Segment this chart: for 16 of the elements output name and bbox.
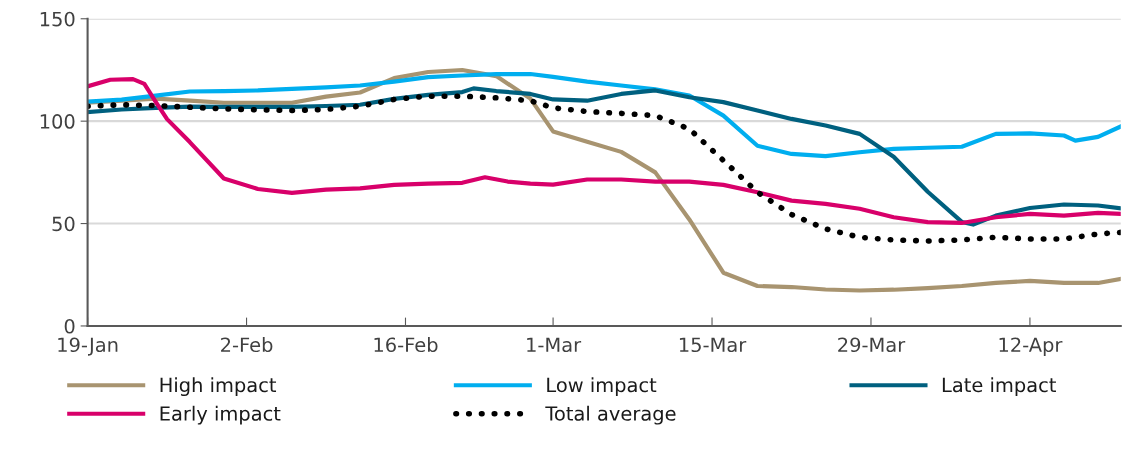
x-tick-label: 12-Apr xyxy=(999,337,1063,356)
legend-label: Low impact xyxy=(547,377,657,397)
y-tick-label: 50 xyxy=(52,216,75,232)
legend-label: Late impact xyxy=(942,377,1056,397)
x-tick-label: 2-Feb xyxy=(221,337,273,353)
x-tick-label: 16-Feb xyxy=(374,337,438,353)
legend-label: High impact xyxy=(160,377,277,397)
legend-label: Total average xyxy=(545,405,676,425)
x-tick-label: 1-Mar xyxy=(527,337,582,353)
legend-label: Early impact xyxy=(160,405,281,425)
y-tick-label: 100 xyxy=(40,114,75,129)
x-tick-label: 15-Mar xyxy=(679,337,747,353)
y-tick-label: 150 xyxy=(40,11,75,27)
x-tick-label: 29-Mar xyxy=(838,337,906,353)
y-tick-label: 0 xyxy=(64,318,75,334)
x-tick-label: 19-Jan xyxy=(58,337,118,356)
